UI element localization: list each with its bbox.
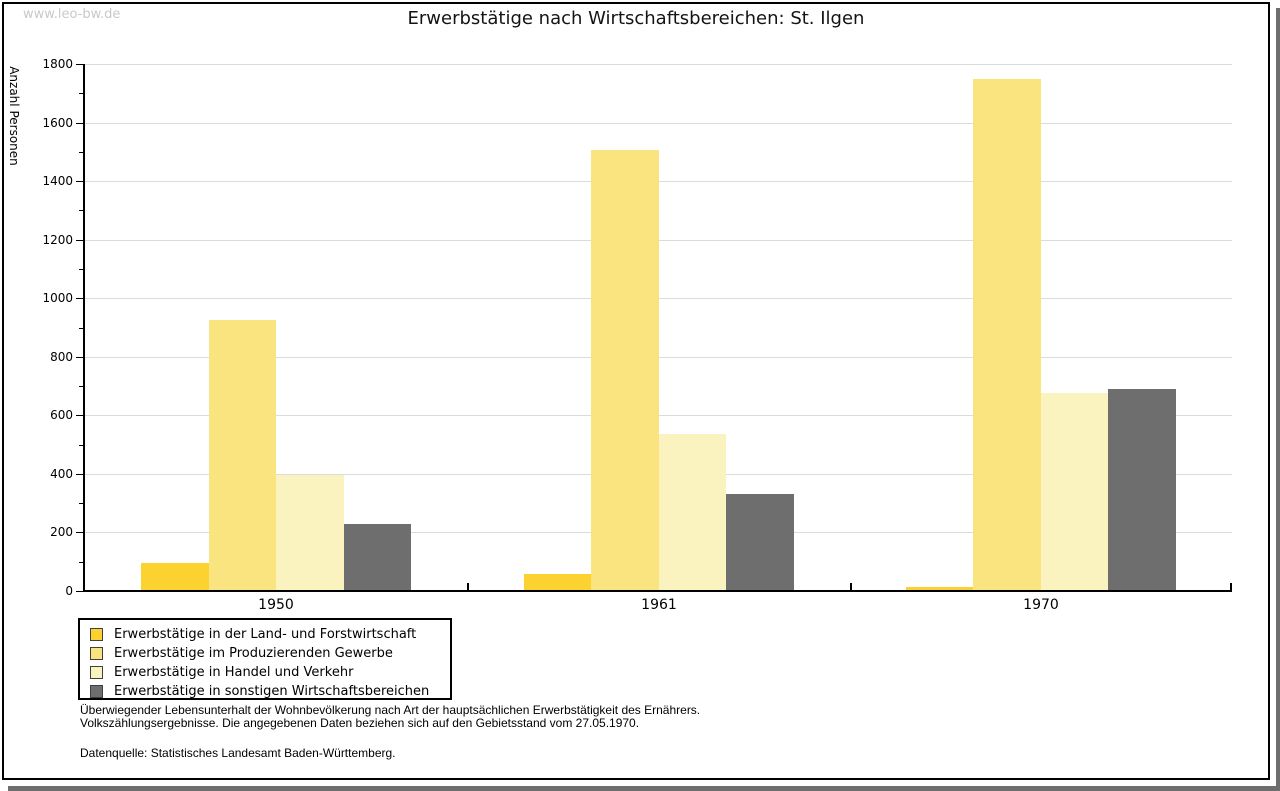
x-tick [467,583,469,591]
y-tick-label: 1000 [42,291,73,305]
x-tick [850,583,852,591]
y-major-tick [76,64,83,65]
frame-shadow-bottom-edge [8,786,1280,791]
legend-swatch [90,628,103,641]
y-minor-tick [79,386,83,387]
legend-label: Erwerbstätige in Handel und Verkehr [114,665,354,680]
y-tick-label: 1600 [42,116,73,130]
chart-title: Erwerbstätige nach Wirtschaftsbereichen:… [407,8,865,29]
legend-swatch [90,666,103,679]
gridline [85,123,1232,124]
y-tick-label: 1400 [42,174,73,188]
x-tick [1230,583,1232,591]
x-category-label: 1961 [641,597,677,613]
y-minor-tick [79,562,83,563]
plot-area: 1950 1961 1970 0 200 400 600 800 1000 1200 1400 160… [42,57,1232,613]
x-category-label: 1950 [258,597,294,613]
legend-item: Erwerbstätige in sonstigen Wirtschaftsbe… [90,682,450,701]
y-major-tick [76,474,83,475]
legend-swatch [90,647,103,660]
legend-item: Erwerbstätige im Produzierenden Gewerbe [90,644,450,663]
bar [524,574,591,591]
bar [276,475,344,591]
y-minor-tick [79,269,83,270]
y-major-tick [76,240,83,241]
bar [141,563,209,591]
legend-label: Erwerbstätige in sonstigen Wirtschaftsbe… [114,684,430,699]
y-major-tick [76,298,83,299]
bar [906,587,973,591]
y-major-tick [76,357,83,358]
legend-item: Erwerbstätige in Handel und Verkehr [90,663,450,682]
watermark: www.leo-bw.de [23,7,121,22]
chart-frame: www.leo-bw.de Erwerbstätige nach Wirtsch… [2,2,1270,780]
y-tick-label: 1800 [42,57,73,71]
bar [591,150,659,591]
footnote: Überwiegender Lebensunterhalt der Wohnbe… [80,704,700,730]
y-minor-tick [79,210,83,211]
y-major-tick [76,181,83,182]
y-tick-label: 200 [50,525,73,539]
frame-shadow-right-edge [1276,8,1280,791]
legend: Erwerbstätige in der Land- und Forstwirt… [78,618,452,700]
y-minor-tick [79,328,83,329]
legend-swatch [90,685,103,698]
legend-label: Erwerbstätige in der Land- und Forstwirt… [114,627,417,642]
bar [973,79,1041,591]
y-tick-label: 1200 [42,233,73,247]
y-tick-label: 600 [50,408,73,422]
y-major-tick [76,532,83,533]
bar [1108,389,1176,591]
bar [1041,393,1108,591]
legend-item: Erwerbstätige in der Land- und Forstwirt… [90,625,450,644]
bar [344,524,411,591]
y-axis-line [83,64,85,591]
y-minor-tick [79,93,83,94]
legend-label: Erwerbstätige im Produzierenden Gewerbe [114,646,393,661]
y-major-tick [76,591,83,592]
bar [726,494,794,591]
gridline [85,64,1232,65]
y-minor-tick [79,152,83,153]
y-tick-label: 400 [50,467,73,481]
y-major-tick [76,123,83,124]
data-source: Datenquelle: Statistisches Landesamt Bad… [80,746,396,760]
y-major-tick [76,415,83,416]
y-axis-title: Anzahl Personen [7,66,21,166]
y-minor-tick [79,503,83,504]
y-tick-label: 800 [50,350,73,364]
x-category-label: 1970 [1023,597,1059,613]
footnote-line-2: Volkszählungsergebnisse. Die angegebenen… [80,716,640,730]
bar [659,434,726,591]
bar [209,320,276,591]
y-tick-label: 0 [65,584,73,598]
x-axis-line [83,590,1232,592]
footnote-line-1: Überwiegender Lebensunterhalt der Wohnbe… [80,703,701,717]
y-minor-tick [79,445,83,446]
